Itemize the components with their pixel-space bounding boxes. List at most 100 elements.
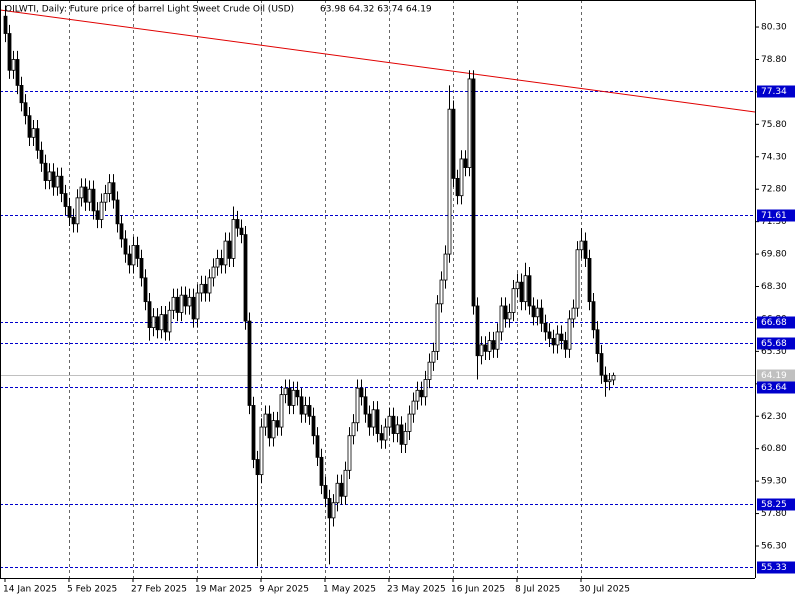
candle-body	[563, 340, 568, 350]
candle-body	[411, 400, 416, 415]
y-tick-label: 75.80	[761, 120, 787, 130]
y-tick-label: 60.80	[761, 444, 787, 454]
candle-body	[55, 175, 60, 188]
candle-body	[151, 316, 156, 328]
candle-body	[163, 314, 168, 333]
x-tick-label: 9 Apr 2025	[259, 585, 309, 595]
candle-body	[91, 188, 96, 212]
candle-body	[451, 108, 456, 179]
candle-body	[179, 294, 184, 313]
level-box	[757, 316, 795, 329]
y-tick-label: 71.30	[761, 217, 787, 227]
level-label: 77.34	[761, 87, 787, 97]
candle-body	[335, 482, 340, 504]
level-box	[757, 381, 795, 394]
candle-body	[331, 502, 336, 519]
level-box	[757, 85, 795, 98]
trendline	[0, 9, 756, 113]
candle-body	[419, 389, 424, 398]
candle-body	[187, 296, 192, 307]
current-price-box	[757, 369, 795, 382]
candle-body	[207, 277, 212, 294]
candle-body	[19, 85, 24, 104]
candle-body	[251, 405, 256, 460]
candle-body	[283, 387, 288, 396]
candle-body	[115, 199, 120, 225]
candle-body	[39, 149, 44, 164]
level-label: 71.61	[761, 211, 787, 221]
x-tick-label: 30 Jul 2025	[579, 585, 630, 595]
candle-body	[303, 405, 308, 415]
candle-body	[287, 387, 292, 406]
candle-body	[611, 374, 616, 381]
candle-body	[539, 307, 544, 324]
candle-body	[111, 182, 116, 201]
level-label: 63.64	[761, 383, 787, 393]
candle-body	[371, 409, 376, 428]
candle-body	[299, 396, 304, 415]
candle-body	[155, 316, 160, 331]
candle-body	[135, 245, 140, 259]
candle-body	[607, 379, 612, 383]
candle-body	[487, 340, 492, 352]
candle-body	[51, 171, 56, 188]
level-label: 58.25	[761, 500, 787, 510]
candle-body	[167, 309, 172, 333]
y-tick-label: 80.30	[761, 23, 787, 33]
candle-body	[127, 253, 132, 266]
candle-body	[11, 59, 16, 71]
candle-body	[467, 78, 472, 168]
candle-body	[543, 322, 548, 333]
candle-body	[171, 296, 176, 311]
candle-body	[47, 171, 52, 181]
candle-body	[223, 240, 228, 266]
candle-body	[243, 234, 248, 322]
ohlc-label: 63.98 64.32 63.74 64.19	[320, 5, 432, 15]
level-label: 55.33	[761, 563, 787, 573]
level-box	[757, 209, 795, 222]
candle-body	[447, 108, 452, 255]
candle-body	[159, 314, 164, 331]
x-tick-label: 14 Jan 2025	[3, 585, 57, 595]
candle-body	[531, 305, 536, 318]
candle-body	[575, 249, 580, 309]
candle-body	[459, 158, 464, 197]
candle-body	[315, 435, 320, 458]
candle-body	[67, 206, 72, 218]
candle-body	[263, 413, 268, 428]
candle-body	[583, 240, 588, 259]
level-label: 66.68	[761, 318, 787, 328]
candle-body	[367, 413, 372, 428]
candle-body	[27, 115, 32, 138]
candle-body	[31, 128, 36, 138]
candle-body	[511, 288, 516, 313]
candle-body	[295, 389, 300, 398]
candle-body	[443, 253, 448, 281]
candle-body	[143, 277, 148, 303]
x-tick-label: 5 Feb 2025	[67, 585, 117, 595]
level-box	[757, 561, 795, 574]
grid	[69, 0, 582, 578]
candle-body	[523, 275, 528, 303]
candle-body	[591, 301, 596, 331]
y-tick-label: 57.80	[761, 509, 787, 519]
level-box	[757, 337, 795, 350]
candle-body	[99, 201, 104, 220]
x-tick-label: 23 May 2025	[387, 585, 446, 595]
candle-body	[383, 426, 388, 441]
candle-body	[351, 422, 356, 437]
x-tick-label: 27 Feb 2025	[131, 585, 187, 595]
candle-body	[199, 283, 204, 294]
candle-body	[271, 420, 276, 439]
candle-body	[279, 394, 284, 428]
candle-body	[439, 279, 444, 305]
x-tick-label: 16 Jun 2025	[451, 585, 505, 595]
x-tick-label: 8 Jul 2025	[515, 585, 560, 595]
x-tick-label: 1 May 2025	[323, 585, 376, 595]
candle-body	[483, 344, 488, 352]
candle-body	[375, 409, 380, 434]
candle-body	[435, 303, 440, 352]
candle-body	[255, 459, 260, 476]
candle-body	[555, 333, 560, 346]
candle-body	[191, 296, 196, 320]
